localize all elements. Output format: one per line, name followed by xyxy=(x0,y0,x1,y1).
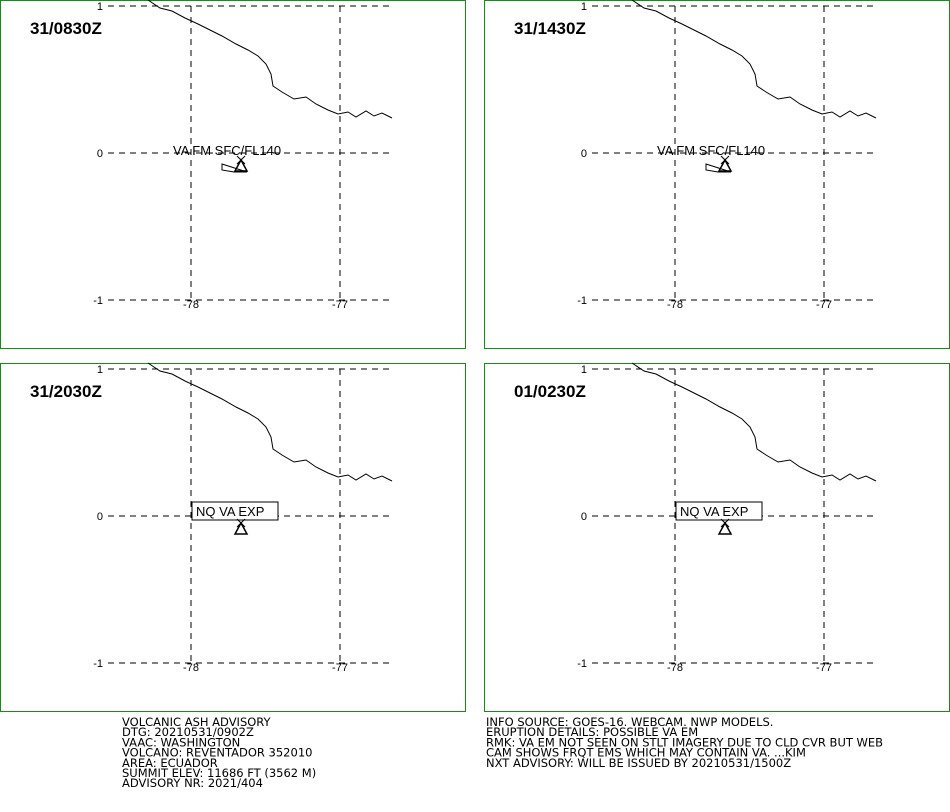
volcano-mark xyxy=(720,518,730,528)
longitude-label: -78 xyxy=(183,299,199,311)
advisory-line: INFO SOURCE: GOES-16. WEBCAM. NWP MODELS… xyxy=(486,715,773,729)
advisory-line: AREA: ECUADOR xyxy=(122,756,218,770)
volcano-symbol xyxy=(717,158,733,172)
latitude-label: 0 xyxy=(97,148,103,160)
volcano-symbol xyxy=(233,521,249,535)
longitude-label: -78 xyxy=(667,299,683,311)
ash-annotation: NQ VA EXP xyxy=(680,504,748,519)
ash-annotation: VA FM SFC/FL140 xyxy=(173,143,281,158)
longitude-label: -77 xyxy=(816,662,832,674)
valid-time: 31/0830Z xyxy=(30,19,102,38)
panel-border xyxy=(484,0,950,349)
latitude-label: -1 xyxy=(93,295,103,307)
volcano-mark xyxy=(236,155,246,165)
advisory-line: ADVISORY NR: 2021/404 xyxy=(122,776,263,790)
valid-time: 01/0230Z xyxy=(514,382,586,401)
panel-border xyxy=(0,363,466,712)
annotation-box xyxy=(675,501,763,521)
latitude-label: 0 xyxy=(97,511,103,523)
coastline xyxy=(631,362,877,482)
map-panel: 1 0 -1 -78 -77 01/0230Z NQ VA EXP xyxy=(484,362,950,712)
advisory-line: NXT ADVISORY: WILL BE ISSUED BY 20210531… xyxy=(486,756,791,770)
valid-time: 31/2030Z xyxy=(30,382,102,401)
volcano-mark xyxy=(236,518,246,528)
latitude-label: 1 xyxy=(97,364,103,376)
coastline xyxy=(631,0,877,119)
map-panel: 1 0 -1 -78 -77 31/0830Z VA FM SFC/FL140 xyxy=(0,0,466,349)
longitude-label: -78 xyxy=(183,662,199,674)
latitude-label: 1 xyxy=(581,364,587,376)
coastline xyxy=(147,362,393,482)
panel-border xyxy=(0,0,466,349)
ash-annotation: NQ VA EXP xyxy=(196,504,264,519)
ash-area xyxy=(705,163,732,173)
advisory-line: ERUPTION DETAILS: POSSIBLE VA EM xyxy=(486,725,698,739)
latitude-label: -1 xyxy=(577,658,587,670)
volcano-mark xyxy=(720,155,730,165)
advisory-line: RMK: VA EM NOT SEEN ON STLT IMAGERY DUE … xyxy=(486,735,883,749)
map-panel: 1 0 -1 -78 -77 31/1430Z VA FM SFC/FL140 xyxy=(484,0,950,349)
volcano-symbol xyxy=(717,521,733,535)
latitude-label: 1 xyxy=(97,1,103,13)
latitude-label: 0 xyxy=(581,148,587,160)
latitude-label: 0 xyxy=(581,511,587,523)
advisory-line: VAAC: WASHINGTON xyxy=(122,735,240,749)
advisory-line: SUMMIT ELEV: 11686 FT (3562 M) xyxy=(122,766,316,780)
advisory-line: DTG: 20210531/0902Z xyxy=(122,725,254,739)
map-panel: 1 0 -1 -78 -77 31/2030Z NQ VA EXP xyxy=(0,362,466,712)
annotation-box xyxy=(191,501,279,521)
advisory-line: VOLCANO: REVENTADOR 352010 xyxy=(122,746,312,760)
advisory-line: CAM SHOWS FRQT EMS WHICH MAY CONTAIN VA.… xyxy=(486,746,806,760)
valid-time: 31/1430Z xyxy=(514,19,586,38)
longitude-label: -77 xyxy=(816,299,832,311)
longitude-label: -78 xyxy=(667,662,683,674)
longitude-label: -77 xyxy=(332,662,348,674)
ash-area xyxy=(221,163,248,173)
latitude-label: -1 xyxy=(577,295,587,307)
panel-border xyxy=(484,363,950,712)
coastline xyxy=(147,0,393,119)
longitude-label: -77 xyxy=(332,299,348,311)
advisory-line: VOLCANIC ASH ADVISORY xyxy=(122,715,272,729)
volcano-symbol xyxy=(233,158,249,172)
latitude-label: 1 xyxy=(581,1,587,13)
latitude-label: -1 xyxy=(93,658,103,670)
ash-annotation: VA FM SFC/FL140 xyxy=(657,143,765,158)
